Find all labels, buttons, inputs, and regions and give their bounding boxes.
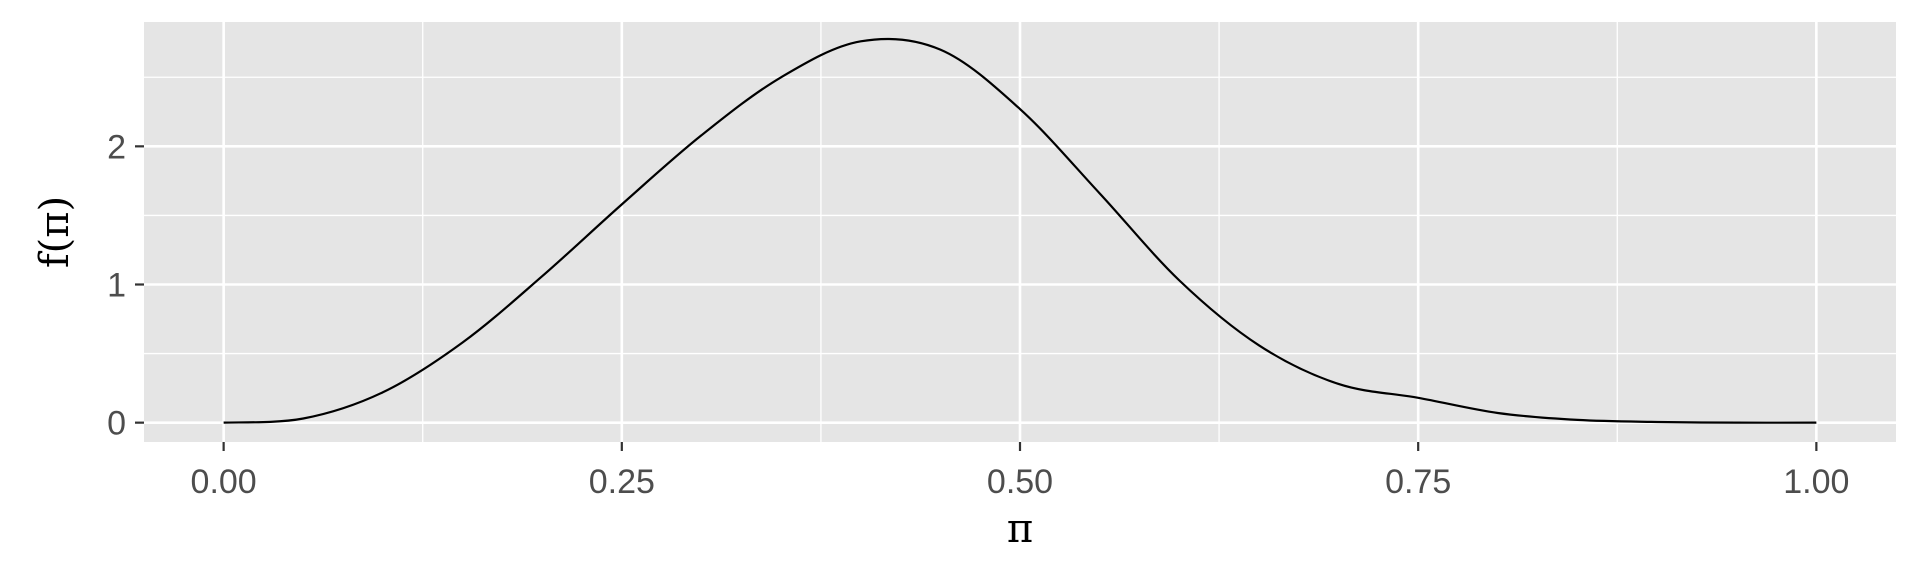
x-tick-label: 0.50: [987, 463, 1053, 501]
density-curve: [223, 37, 1817, 424]
y-tick-label: 0: [107, 405, 126, 443]
major-gridlines: [144, 22, 1896, 442]
x-tick-label: 0.75: [1385, 463, 1451, 501]
y-axis: 0 1 2: [107, 128, 144, 443]
y-axis-title: f(π): [32, 196, 78, 268]
x-tick-label: 1.00: [1783, 463, 1849, 501]
y-tick-label: 2: [107, 128, 126, 166]
x-axis-title: π: [1007, 506, 1033, 552]
x-tick-label: 0.00: [191, 463, 257, 501]
x-tick-label: 0.25: [589, 463, 655, 501]
y-tick-label: 1: [107, 267, 126, 305]
x-axis: 0.00 0.25 0.50 0.75 1.00: [191, 442, 1849, 501]
